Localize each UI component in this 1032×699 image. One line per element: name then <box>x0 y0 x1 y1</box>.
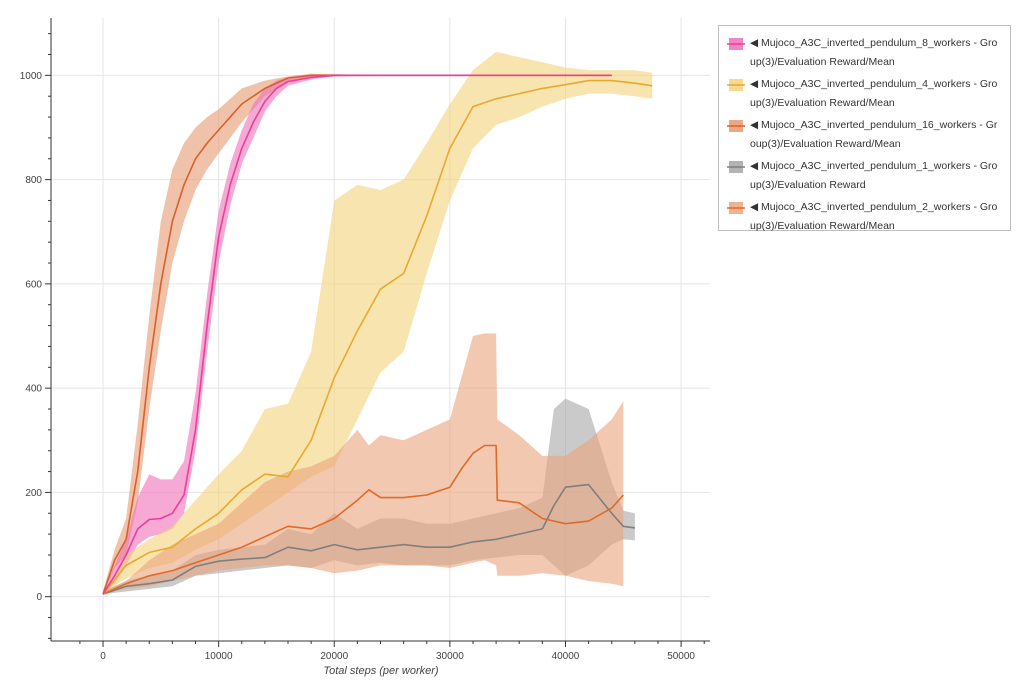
line-w4 <box>102 79 653 595</box>
legend-item-w16[interactable]: ◀ Mujoco_A3C_inverted_pendulum_16_worker… <box>727 116 1002 154</box>
y-tick-label: 200 <box>25 488 42 499</box>
legend-swatch-w16 <box>727 120 745 132</box>
y-tick-label: 1000 <box>20 71 43 82</box>
legend-item-w8[interactable]: ◀ Mujoco_A3C_inverted_pendulum_8_workers… <box>727 34 1002 72</box>
legend-label: ◀ Mujoco_A3C_inverted_pendulum_1_workers… <box>750 160 998 191</box>
band-w2 <box>103 333 624 595</box>
y-tick-label: 0 <box>36 592 42 603</box>
x-tick-label: 40000 <box>552 651 580 662</box>
legend-label: ◀ Mujoco_A3C_inverted_pendulum_8_workers… <box>750 37 998 68</box>
x-axis-title: Total steps (per worker) <box>323 665 438 677</box>
series-lines <box>102 74 653 595</box>
legend-label: ◀ Mujoco_A3C_inverted_pendulum_2_workers… <box>750 201 998 232</box>
legend-item-w2[interactable]: ◀ Mujoco_A3C_inverted_pendulum_2_workers… <box>727 198 1002 236</box>
legend-label: ◀ Mujoco_A3C_inverted_pendulum_16_worker… <box>750 119 998 150</box>
legend-item-w1[interactable]: ◀ Mujoco_A3C_inverted_pendulum_1_workers… <box>727 157 1002 195</box>
band-w4 <box>103 51 653 595</box>
legend-swatch-w1 <box>727 161 745 173</box>
line-w8 <box>102 74 612 595</box>
x-tick-label: 30000 <box>436 651 464 662</box>
axes: 0 10000 20000 30000 40000 50000 0 200 400 600 800 1… <box>20 18 710 662</box>
legend-swatch-w4 <box>727 79 745 91</box>
x-tick-label: 50000 <box>667 651 695 662</box>
band-w8 <box>103 74 612 595</box>
legend-swatch-w8 <box>727 38 745 50</box>
y-tick-label: 600 <box>25 279 42 290</box>
legend-swatch-w2 <box>727 202 745 214</box>
x-tick-label: 20000 <box>320 651 348 662</box>
x-tick-label: 10000 <box>205 651 233 662</box>
legend: ◀ Mujoco_A3C_inverted_pendulum_8_workers… <box>718 25 1011 232</box>
x-tick-label: 0 <box>100 651 106 662</box>
line-w1 <box>102 483 636 595</box>
y-tick-label: 400 <box>25 384 42 395</box>
legend-label: ◀ Mujoco_A3C_inverted_pendulum_4_workers… <box>750 78 998 109</box>
line-w2 <box>102 444 624 595</box>
series-bands <box>103 51 653 595</box>
y-tick-label: 800 <box>25 175 42 186</box>
legend-item-w4[interactable]: ◀ Mujoco_A3C_inverted_pendulum_4_workers… <box>727 75 1002 113</box>
